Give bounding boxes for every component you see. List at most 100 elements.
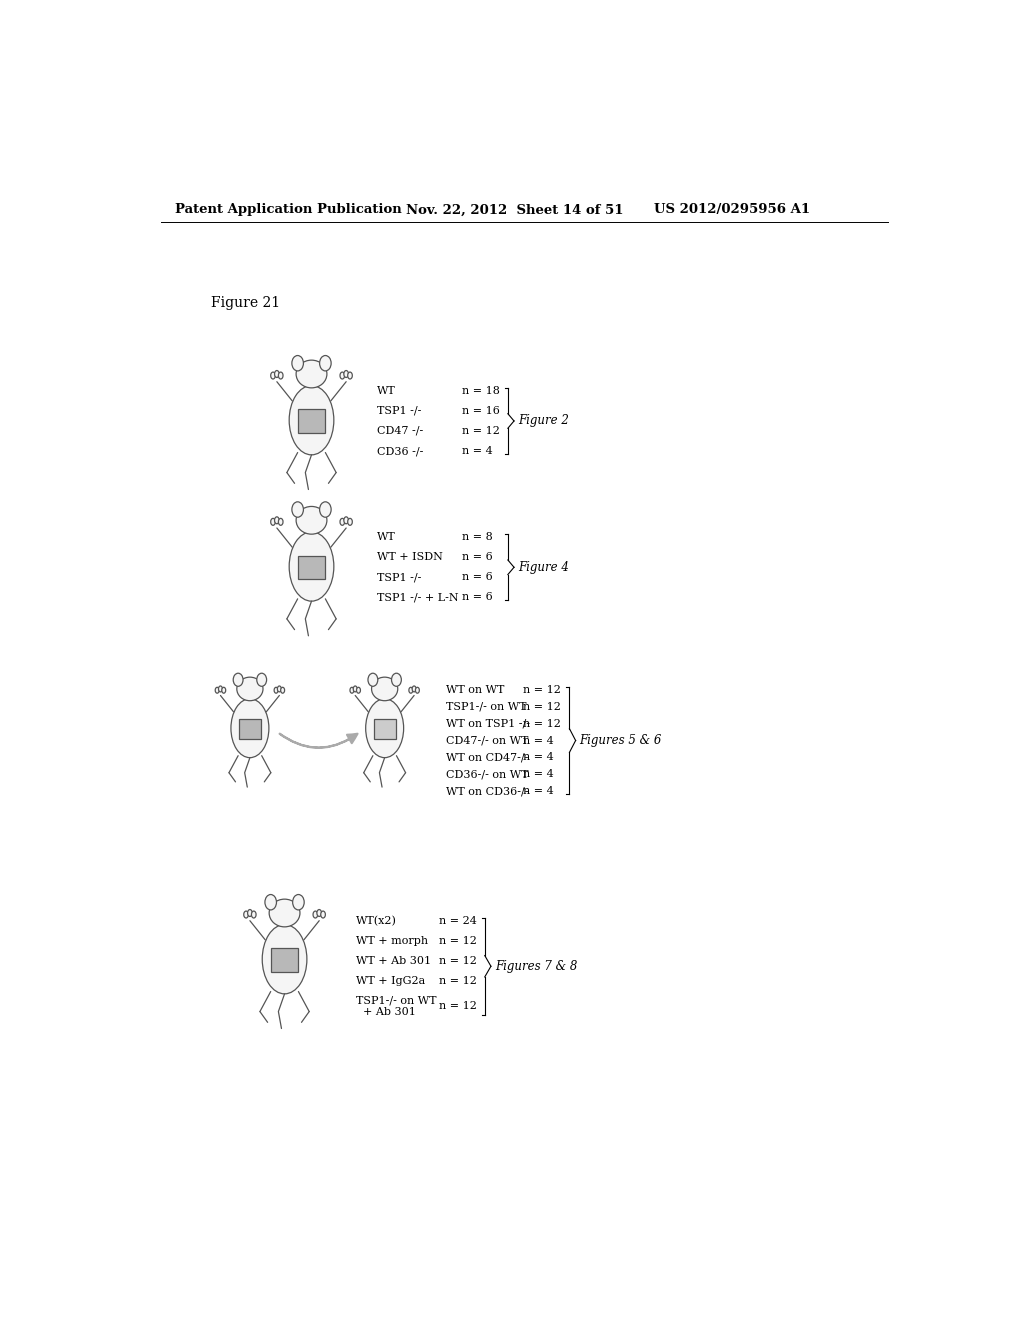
Text: n = 4: n = 4 bbox=[523, 787, 554, 796]
Text: n = 16: n = 16 bbox=[462, 407, 500, 416]
Text: Patent Application Publication: Patent Application Publication bbox=[175, 203, 402, 216]
Text: + Ab 301: + Ab 301 bbox=[356, 1007, 416, 1016]
Ellipse shape bbox=[222, 688, 225, 693]
Text: Figures 7 & 8: Figures 7 & 8 bbox=[495, 960, 578, 973]
Ellipse shape bbox=[350, 688, 354, 693]
Ellipse shape bbox=[278, 686, 282, 692]
Text: n = 12: n = 12 bbox=[438, 975, 476, 986]
Text: WT on TSP1 -/-: WT on TSP1 -/- bbox=[446, 718, 530, 729]
Text: Figure 4: Figure 4 bbox=[518, 561, 568, 574]
Ellipse shape bbox=[348, 372, 352, 379]
Ellipse shape bbox=[274, 517, 280, 524]
FancyBboxPatch shape bbox=[239, 719, 261, 739]
Ellipse shape bbox=[218, 686, 222, 692]
Text: TSP1 -/- + L-N: TSP1 -/- + L-N bbox=[377, 593, 459, 602]
Text: n = 4: n = 4 bbox=[462, 446, 493, 455]
Text: n = 24: n = 24 bbox=[438, 916, 476, 925]
Ellipse shape bbox=[279, 519, 283, 525]
Ellipse shape bbox=[269, 899, 300, 927]
Ellipse shape bbox=[279, 372, 283, 379]
Text: n = 4: n = 4 bbox=[523, 735, 554, 746]
Ellipse shape bbox=[262, 924, 307, 994]
Ellipse shape bbox=[270, 372, 275, 379]
Ellipse shape bbox=[340, 372, 345, 379]
Text: WT + morph: WT + morph bbox=[356, 936, 428, 945]
FancyBboxPatch shape bbox=[374, 719, 396, 739]
Text: Nov. 22, 2012  Sheet 14 of 51: Nov. 22, 2012 Sheet 14 of 51 bbox=[407, 203, 624, 216]
Text: TSP1-/- on WT: TSP1-/- on WT bbox=[356, 995, 436, 1006]
Text: WT + Ab 301: WT + Ab 301 bbox=[356, 956, 431, 966]
Text: CD47-/- on WT: CD47-/- on WT bbox=[446, 735, 528, 746]
Text: n = 12: n = 12 bbox=[523, 685, 561, 694]
Ellipse shape bbox=[293, 895, 304, 909]
Ellipse shape bbox=[257, 673, 266, 686]
Ellipse shape bbox=[289, 385, 334, 455]
Ellipse shape bbox=[281, 688, 285, 693]
Text: WT: WT bbox=[377, 532, 395, 543]
Text: n = 18: n = 18 bbox=[462, 385, 500, 396]
Text: CD36 -/-: CD36 -/- bbox=[377, 446, 423, 455]
Ellipse shape bbox=[265, 895, 276, 909]
Ellipse shape bbox=[233, 673, 243, 686]
Text: Figures 5 & 6: Figures 5 & 6 bbox=[580, 734, 662, 747]
Ellipse shape bbox=[319, 502, 331, 517]
Text: WT + ISDN: WT + ISDN bbox=[377, 552, 442, 562]
Text: Figure 2: Figure 2 bbox=[518, 414, 568, 428]
Ellipse shape bbox=[252, 911, 256, 917]
Ellipse shape bbox=[248, 909, 252, 916]
Ellipse shape bbox=[321, 911, 326, 917]
Text: WT: WT bbox=[377, 385, 395, 396]
Ellipse shape bbox=[289, 532, 334, 601]
Text: n = 12: n = 12 bbox=[523, 702, 561, 711]
Text: US 2012/0295956 A1: US 2012/0295956 A1 bbox=[654, 203, 810, 216]
Ellipse shape bbox=[244, 911, 249, 917]
Text: WT on CD47-/-: WT on CD47-/- bbox=[446, 752, 528, 763]
Ellipse shape bbox=[412, 686, 416, 692]
Ellipse shape bbox=[409, 688, 413, 693]
Text: WT(x2): WT(x2) bbox=[356, 916, 397, 925]
Ellipse shape bbox=[316, 909, 322, 916]
Text: n = 12: n = 12 bbox=[438, 956, 476, 966]
Ellipse shape bbox=[391, 673, 401, 686]
Ellipse shape bbox=[356, 688, 360, 693]
Text: TSP1 -/-: TSP1 -/- bbox=[377, 573, 421, 582]
Text: CD36-/- on WT: CD36-/- on WT bbox=[446, 770, 528, 779]
Text: n = 6: n = 6 bbox=[462, 552, 493, 562]
Ellipse shape bbox=[313, 911, 317, 917]
FancyBboxPatch shape bbox=[271, 948, 298, 972]
Ellipse shape bbox=[270, 519, 275, 525]
Text: n = 6: n = 6 bbox=[462, 593, 493, 602]
Text: WT on CD36-/-: WT on CD36-/- bbox=[446, 787, 528, 796]
Ellipse shape bbox=[344, 371, 348, 378]
Ellipse shape bbox=[237, 677, 263, 701]
Text: WT + IgG2a: WT + IgG2a bbox=[356, 975, 425, 986]
FancyBboxPatch shape bbox=[298, 409, 325, 433]
Text: n = 12: n = 12 bbox=[523, 718, 561, 729]
Ellipse shape bbox=[372, 677, 397, 701]
Text: TSP1 -/-: TSP1 -/- bbox=[377, 407, 421, 416]
Ellipse shape bbox=[231, 698, 269, 758]
FancyBboxPatch shape bbox=[298, 556, 325, 578]
Ellipse shape bbox=[274, 371, 280, 378]
Text: TSP1-/- on WT: TSP1-/- on WT bbox=[446, 702, 526, 711]
Ellipse shape bbox=[368, 673, 378, 686]
Text: n = 12: n = 12 bbox=[438, 936, 476, 945]
Ellipse shape bbox=[340, 519, 345, 525]
Ellipse shape bbox=[292, 355, 303, 371]
Text: n = 12: n = 12 bbox=[462, 426, 500, 436]
Ellipse shape bbox=[296, 507, 327, 535]
Ellipse shape bbox=[296, 360, 327, 388]
Ellipse shape bbox=[366, 698, 403, 758]
Ellipse shape bbox=[292, 502, 303, 517]
Ellipse shape bbox=[274, 688, 279, 693]
FancyArrowPatch shape bbox=[280, 734, 357, 748]
Ellipse shape bbox=[353, 686, 357, 692]
Ellipse shape bbox=[215, 688, 219, 693]
Text: n = 4: n = 4 bbox=[523, 770, 554, 779]
Ellipse shape bbox=[416, 688, 420, 693]
Text: WT on WT: WT on WT bbox=[446, 685, 505, 694]
Text: Figure 21: Figure 21 bbox=[211, 296, 281, 310]
Ellipse shape bbox=[319, 355, 331, 371]
Text: n = 6: n = 6 bbox=[462, 573, 493, 582]
Text: n = 4: n = 4 bbox=[523, 752, 554, 763]
